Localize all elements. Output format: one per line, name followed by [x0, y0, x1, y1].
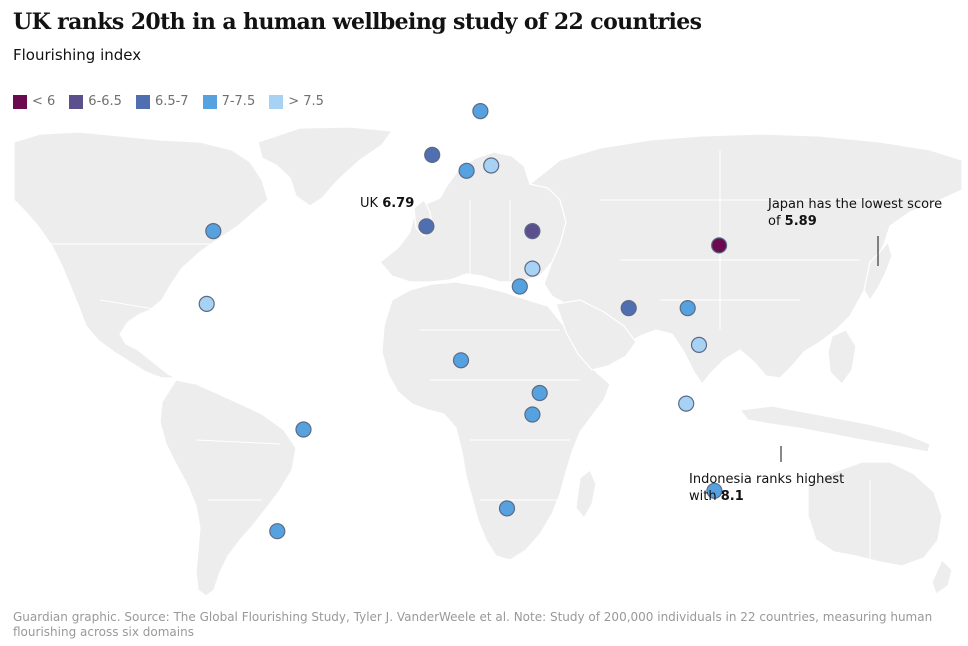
source-note: Guardian graphic. Source: The Global Flo… [13, 610, 933, 639]
legend-swatch [69, 94, 84, 109]
country-dot-germany: Germany [458, 162, 475, 179]
legend-label: 7-7.5 [221, 94, 256, 109]
annotation-uk-text: UK 6.79 [360, 196, 414, 211]
landmass-indonesia [738, 405, 931, 453]
annotation-uk-label: UK [360, 196, 379, 211]
country-dot-poland: Poland [483, 157, 500, 174]
annotation-indonesia-line1: Indonesia ranks highest [689, 472, 844, 487]
chart-title: UK ranks 20th in a human wellbeing study… [13, 9, 702, 35]
legend-swatch [202, 94, 217, 109]
legend-swatch [13, 94, 27, 109]
country-dot-united-states: United States [205, 223, 222, 240]
annotation-indonesia-line2: with 8.1 [689, 489, 744, 504]
legend-swatch [269, 94, 284, 109]
landmass-madagascar [575, 469, 597, 520]
country-dot-japan: Japan [710, 237, 728, 254]
legend-label: 6-6.5 [88, 94, 122, 109]
country-dot-south-africa: South Africa [498, 500, 516, 517]
country-dot-tanzania: Tanzania [524, 406, 541, 423]
landmasses [13, 126, 963, 597]
annotation-uk-value: 6.79 [382, 196, 414, 211]
annotation-japan-line2: of 5.89 [768, 214, 817, 229]
landmass-africa [381, 281, 611, 561]
landmass-australia [807, 461, 943, 567]
country-dot-mexico: Mexico [198, 295, 215, 312]
country-dot-australia: Australia [706, 482, 723, 499]
legend-item: < 6 [13, 94, 55, 109]
landmass-japan [863, 240, 893, 302]
legend-item: 6-6.5 [69, 94, 122, 109]
landmass-philippines [827, 329, 857, 385]
landmass-greenland [257, 126, 394, 207]
landmass-north-america [13, 131, 269, 379]
country-borders [40, 150, 880, 560]
country-dot-egypt: Egypt [511, 278, 528, 295]
legend-item: > 7.5 [269, 94, 324, 109]
legend-label: > 7.5 [288, 94, 324, 109]
country-dot-israel: Israel [524, 260, 541, 277]
country-dot-nigeria: Nigeria [452, 352, 470, 369]
annotation-indonesia-value: 8.1 [721, 489, 744, 504]
legend-label: < 6 [32, 94, 56, 109]
country-dot-sweden: Sweden [472, 102, 489, 120]
country-markers: United States Mexico Brazil Argentina United… [198, 102, 728, 540]
legend-label: 6.5-7 [154, 94, 189, 109]
legend-swatch [135, 94, 150, 109]
annotation-indonesia: Indonesia ranks highest with 8.1 [689, 446, 844, 504]
annotation-japan-prefix: of [768, 214, 781, 229]
landmass-new-zealand [931, 558, 953, 595]
country-dot-kenya: Kenya [531, 384, 548, 402]
annotation-indonesia-prefix: with [689, 489, 717, 504]
country-dot-argentina: Argentina [269, 523, 286, 540]
annotation-uk: UK 6.79 [360, 196, 414, 211]
country-dot-indonesia: Indonesia [678, 395, 695, 412]
landmass-south-america [159, 379, 297, 597]
legend-item: 7-7.5 [202, 94, 256, 109]
landmass-arabia [555, 299, 637, 371]
legend-item: 6.5-7 [135, 94, 189, 109]
annotation-japan-value: 5.89 [785, 214, 817, 229]
country-dot-brazil: Brazil [295, 421, 312, 438]
country-dot-turkey: Turkey [524, 223, 541, 240]
country-dot-india: India [620, 300, 637, 317]
annotation-japan: Japan has the lowest score of 5.89 [767, 197, 942, 266]
annotation-japan-line1: Japan has the lowest score [767, 197, 942, 212]
chart-subtitle: Flourishing index [13, 46, 142, 64]
country-dot-spain: Spain [418, 218, 435, 235]
legend: < 6 6-6.5 6.5-7 7-7.5 > 7.5 [13, 94, 324, 109]
country-dot-united-kingdom: United Kingdom [424, 146, 441, 163]
country-dot-philippines: Philippines [690, 336, 708, 353]
country-dot-hong-kong: Hong Kong [679, 300, 696, 317]
